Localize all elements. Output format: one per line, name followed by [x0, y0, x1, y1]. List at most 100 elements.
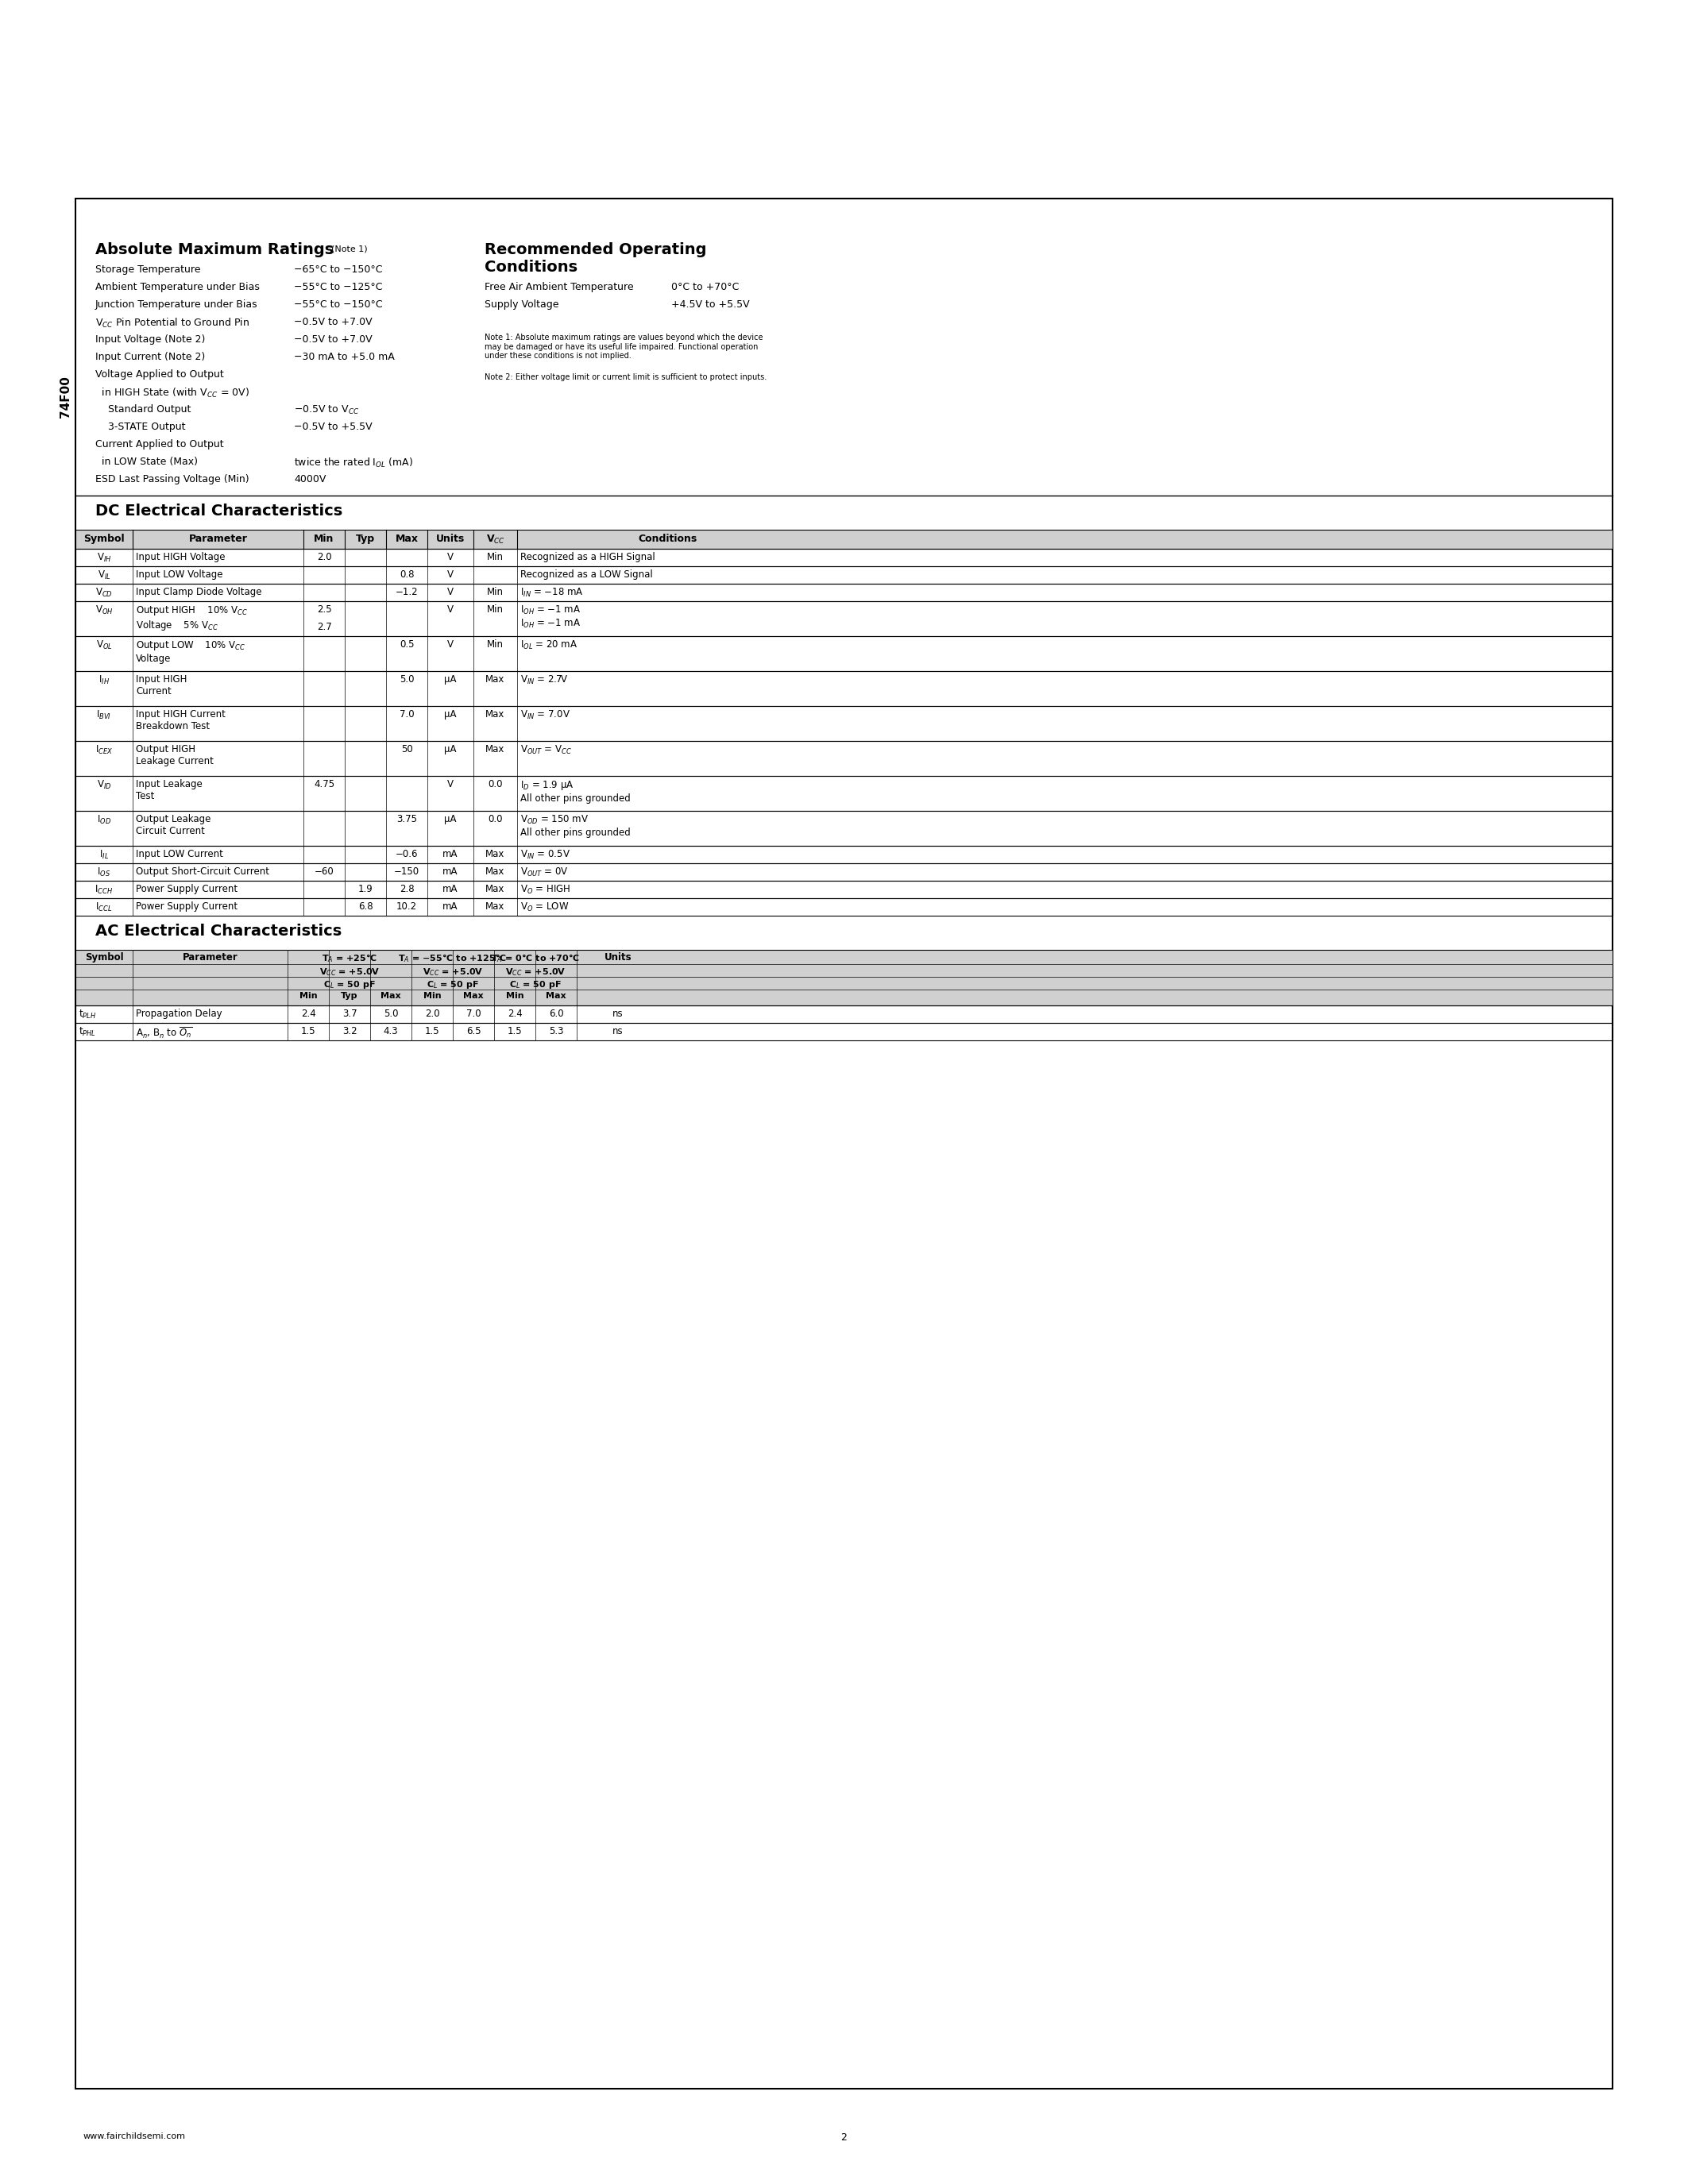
Text: −60: −60 [314, 867, 334, 876]
Bar [76, 950, 1612, 1005]
Text: Input HIGH Voltage: Input HIGH Voltage [135, 553, 225, 561]
Text: 2.5: 2.5 [317, 605, 331, 614]
Text: in LOW State (Max): in LOW State (Max) [95, 456, 197, 467]
Text: Max: Max [486, 885, 505, 893]
Text: Min: Min [486, 640, 503, 649]
Text: Input HIGH Current
Breakdown Test: Input HIGH Current Breakdown Test [135, 710, 226, 732]
Text: V$_{OD}$ = 150 mV
All other pins grounded: V$_{OD}$ = 150 mV All other pins grounde… [520, 815, 631, 839]
Text: V$_{ID}$: V$_{ID}$ [96, 780, 111, 791]
Text: V$_{CC}$ = +5.0V: V$_{CC}$ = +5.0V [505, 968, 565, 978]
Text: Ambient Temperature under Bias: Ambient Temperature under Bias [95, 282, 260, 293]
Text: 4000V: 4000V [294, 474, 326, 485]
Text: −55°C to −150°C: −55°C to −150°C [294, 299, 383, 310]
Text: Standard Output: Standard Output [95, 404, 191, 415]
Text: C$_L$ = 50 pF: C$_L$ = 50 pF [510, 978, 562, 989]
Text: I$_D$ = 1.9 μA
All other pins grounded: I$_D$ = 1.9 μA All other pins grounded [520, 780, 631, 804]
Text: Input Current (Note 2): Input Current (Note 2) [95, 352, 206, 363]
Bar [76, 775, 1612, 810]
Bar [76, 1005, 1612, 1022]
Text: I$_{IN}$ = −18 mA: I$_{IN}$ = −18 mA [520, 587, 584, 598]
Text: Supply Voltage: Supply Voltage [484, 299, 559, 310]
Text: Min: Min [424, 992, 441, 1000]
Text: 74F00: 74F00 [59, 376, 71, 417]
Text: Symbol: Symbol [84, 952, 123, 963]
Text: μA: μA [444, 745, 456, 753]
Text: V$_{CC}$ = +5.0V: V$_{CC}$ = +5.0V [422, 968, 483, 978]
Text: ns: ns [613, 1026, 623, 1037]
Text: 2.8: 2.8 [400, 885, 414, 893]
Text: Max: Max [486, 867, 505, 876]
Text: Min: Min [486, 587, 503, 596]
Text: V$_{IN}$ = 0.5V: V$_{IN}$ = 0.5V [520, 850, 571, 860]
Text: 3.75: 3.75 [397, 815, 417, 823]
Text: C$_L$ = 50 pF: C$_L$ = 50 pF [427, 978, 479, 989]
Text: Note 1: Absolute maximum ratings are values beyond which the device
may be damag: Note 1: Absolute maximum ratings are val… [484, 334, 763, 360]
Text: 0.0: 0.0 [488, 780, 503, 788]
Text: −0.5V to +7.0V: −0.5V to +7.0V [294, 317, 373, 328]
Text: 6.0: 6.0 [549, 1009, 564, 1020]
Text: 2.0: 2.0 [425, 1009, 439, 1020]
Text: −0.5V to +7.0V: −0.5V to +7.0V [294, 334, 373, 345]
Text: Max: Max [381, 992, 402, 1000]
Text: mA: mA [442, 850, 457, 858]
Text: Min: Min [486, 553, 503, 561]
Text: Recommended Operating: Recommended Operating [484, 242, 707, 258]
Text: I$_{CCL}$: I$_{CCL}$ [96, 902, 113, 913]
Text: Units: Units [436, 533, 464, 544]
Text: +4.5V to +5.5V: +4.5V to +5.5V [672, 299, 749, 310]
Text: Output HIGH    10% V$_{CC}$
Voltage    5% V$_{CC}$: Output HIGH 10% V$_{CC}$ Voltage 5% V$_{… [135, 605, 248, 633]
Text: Current Applied to Output: Current Applied to Output [95, 439, 225, 450]
Text: Typ: Typ [341, 992, 358, 1000]
Text: Free Air Ambient Temperature: Free Air Ambient Temperature [484, 282, 633, 293]
Text: 3.2: 3.2 [343, 1026, 356, 1037]
Bar [76, 705, 1612, 740]
Text: 2.4: 2.4 [508, 1009, 522, 1020]
Text: 6.5: 6.5 [466, 1026, 481, 1037]
Text: twice the rated I$_{OL}$ (mA): twice the rated I$_{OL}$ (mA) [294, 456, 414, 470]
Text: Power Supply Current: Power Supply Current [135, 885, 238, 893]
Text: 2.0: 2.0 [317, 553, 331, 561]
Text: V$_{IN}$ = 2.7V: V$_{IN}$ = 2.7V [520, 675, 569, 686]
Text: 2: 2 [841, 2132, 847, 2143]
Text: Input LOW Voltage: Input LOW Voltage [135, 570, 223, 579]
Text: 2.7: 2.7 [317, 622, 331, 631]
Text: Max: Max [395, 533, 419, 544]
Text: Input Clamp Diode Voltage: Input Clamp Diode Voltage [135, 587, 262, 596]
Text: 1.5: 1.5 [508, 1026, 522, 1037]
Bar [76, 898, 1612, 915]
Bar [76, 863, 1612, 880]
Text: Input Leakage
Test: Input Leakage Test [135, 780, 203, 802]
Text: V: V [447, 640, 454, 649]
Text: −30 mA to +5.0 mA: −30 mA to +5.0 mA [294, 352, 395, 363]
Text: Input HIGH
Current: Input HIGH Current [135, 675, 187, 697]
Text: V$_{CC}$ Pin Potential to Ground Pin: V$_{CC}$ Pin Potential to Ground Pin [95, 317, 250, 330]
Bar [76, 199, 1612, 2088]
Text: Output HIGH
Leakage Current: Output HIGH Leakage Current [135, 745, 214, 767]
Text: 0°C to +70°C: 0°C to +70°C [672, 282, 739, 293]
Text: V$_{IL}$: V$_{IL}$ [98, 570, 111, 581]
Bar [76, 531, 1612, 548]
Text: 10.2: 10.2 [397, 902, 417, 911]
Text: Storage Temperature: Storage Temperature [95, 264, 201, 275]
Text: V: V [447, 587, 454, 596]
Text: Recognized as a LOW Signal: Recognized as a LOW Signal [520, 570, 653, 579]
Text: in HIGH State (with V$_{CC}$ = 0V): in HIGH State (with V$_{CC}$ = 0V) [95, 387, 250, 400]
Text: −150: −150 [393, 867, 419, 876]
Text: I$_{IH}$: I$_{IH}$ [98, 675, 110, 686]
Text: V: V [447, 605, 454, 614]
Text: I$_{CCH}$: I$_{CCH}$ [95, 885, 113, 895]
Text: −0.6: −0.6 [395, 850, 419, 858]
Text: −0.5V to +5.5V: −0.5V to +5.5V [294, 422, 373, 432]
Text: T$_A$ = −55°C to +125°C: T$_A$ = −55°C to +125°C [398, 952, 506, 963]
Text: V$_O$ = HIGH: V$_O$ = HIGH [520, 885, 571, 895]
Text: I$_{OD}$: I$_{OD}$ [96, 815, 111, 826]
Text: μA: μA [444, 675, 456, 684]
Bar [76, 601, 1612, 636]
Text: Max: Max [486, 745, 505, 753]
Bar [76, 583, 1612, 601]
Text: Min: Min [486, 605, 503, 614]
Text: Min: Min [506, 992, 523, 1000]
Text: Conditions: Conditions [484, 260, 577, 275]
Text: ns: ns [613, 1009, 623, 1020]
Text: Conditions: Conditions [638, 533, 697, 544]
